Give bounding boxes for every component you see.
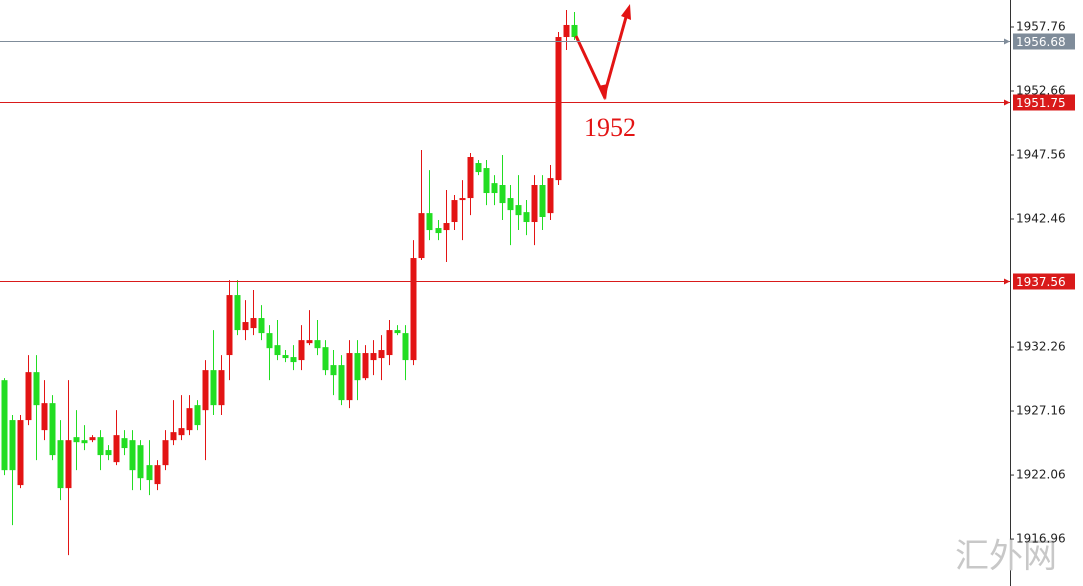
candle-body [65, 440, 72, 489]
candle-body [57, 440, 64, 489]
candle-body [338, 365, 345, 401]
watermark: 汇外网 [955, 537, 1057, 577]
candle-body [17, 420, 24, 486]
level-marker [1004, 38, 1010, 45]
candle-body [137, 445, 144, 479]
candle-body [25, 372, 32, 421]
candle-body [290, 357, 297, 363]
candle-body [162, 440, 169, 466]
level-tag [1013, 33, 1075, 50]
candle-body [378, 350, 385, 359]
candle-body [266, 333, 273, 349]
candle-body [282, 355, 289, 359]
candle-body [402, 333, 409, 361]
candle-body [370, 353, 377, 361]
candle-body [306, 340, 313, 344]
candle-body [547, 178, 554, 214]
y-tick-label: 1957.76 [1016, 19, 1066, 33]
candle-body [539, 184, 546, 218]
candle-body [410, 258, 417, 361]
plot [1, 10, 578, 556]
level-marker [1004, 278, 1010, 285]
candle-body [314, 340, 321, 349]
candle-body [178, 428, 185, 436]
y-tick-label: 1932.26 [1016, 340, 1066, 354]
candle-body [362, 353, 369, 379]
candle-body [234, 295, 241, 331]
candle-body [346, 353, 353, 401]
candle-body [386, 330, 393, 356]
candle-body [354, 353, 361, 381]
level-marker [1004, 99, 1010, 106]
candle-body [97, 437, 104, 456]
candle-body [491, 183, 498, 194]
candle-body [563, 24, 570, 38]
candle-body [418, 213, 425, 259]
level-label: 1951.75 [1016, 96, 1066, 110]
candle-body [523, 212, 530, 223]
candle-body [274, 345, 281, 356]
level-tag [1013, 273, 1075, 290]
arrow-head [598, 84, 608, 100]
candle-body [81, 440, 88, 444]
candle-body [426, 213, 433, 231]
candle-body [218, 370, 225, 406]
candle-body [330, 365, 337, 376]
y-tick-label: 1947.56 [1016, 148, 1066, 162]
candle-body [507, 198, 514, 211]
candle-body [9, 420, 16, 471]
candle-body [146, 465, 153, 481]
candle-body [459, 198, 466, 201]
candle-body [555, 37, 562, 181]
y-tick-label: 1927.16 [1016, 404, 1066, 418]
candle-body [129, 440, 136, 471]
annotation: 1952 [584, 113, 636, 142]
candle-body [515, 205, 522, 216]
level-label: 1937.56 [1016, 275, 1066, 289]
candle-body [105, 450, 112, 456]
y-tick-label: 1916.96 [1016, 532, 1066, 546]
candle-body [89, 437, 96, 441]
candle-body [394, 330, 401, 334]
candle-body [483, 168, 490, 194]
candle-body [210, 370, 217, 406]
candle-body [170, 432, 177, 441]
candle-body [531, 184, 538, 223]
y-tick-label: 1922.06 [1016, 468, 1066, 482]
candle-body [202, 370, 209, 411]
candle-body [41, 403, 48, 431]
level-tag [1013, 94, 1075, 111]
candle-body [467, 157, 474, 199]
candle-body [194, 405, 201, 426]
candle-body [322, 347, 329, 371]
y-tick-label: 1952.66 [1016, 83, 1066, 97]
candle-body [258, 318, 265, 334]
candle-body [1, 380, 8, 471]
candle-body [154, 465, 161, 485]
candle-body [226, 295, 233, 356]
candle-body [499, 184, 506, 204]
candle-body [451, 200, 458, 223]
arrow-head [621, 4, 631, 20]
candle-body [435, 228, 442, 234]
candle-body [571, 24, 578, 38]
candle-body [186, 408, 193, 431]
candle-body [113, 435, 120, 463]
candle-body [121, 438, 128, 449]
y-tick-label: 1942.46 [1016, 212, 1066, 226]
candle-body [242, 322, 249, 331]
candle-body [298, 340, 305, 361]
candle-body [49, 403, 56, 456]
level-label: 1956.68 [1016, 35, 1066, 49]
candle-body [250, 318, 257, 329]
candle-body [475, 163, 482, 173]
candle-body [73, 437, 80, 443]
candle-body [443, 223, 450, 231]
candle-body [33, 372, 40, 406]
